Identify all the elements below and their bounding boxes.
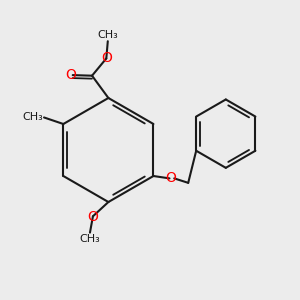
Text: O: O bbox=[65, 68, 76, 82]
Text: CH₃: CH₃ bbox=[98, 30, 118, 40]
Text: CH₃: CH₃ bbox=[22, 112, 43, 122]
Text: CH₃: CH₃ bbox=[80, 234, 100, 244]
Text: O: O bbox=[87, 210, 98, 224]
Text: O: O bbox=[166, 171, 176, 185]
Text: O: O bbox=[101, 51, 112, 65]
